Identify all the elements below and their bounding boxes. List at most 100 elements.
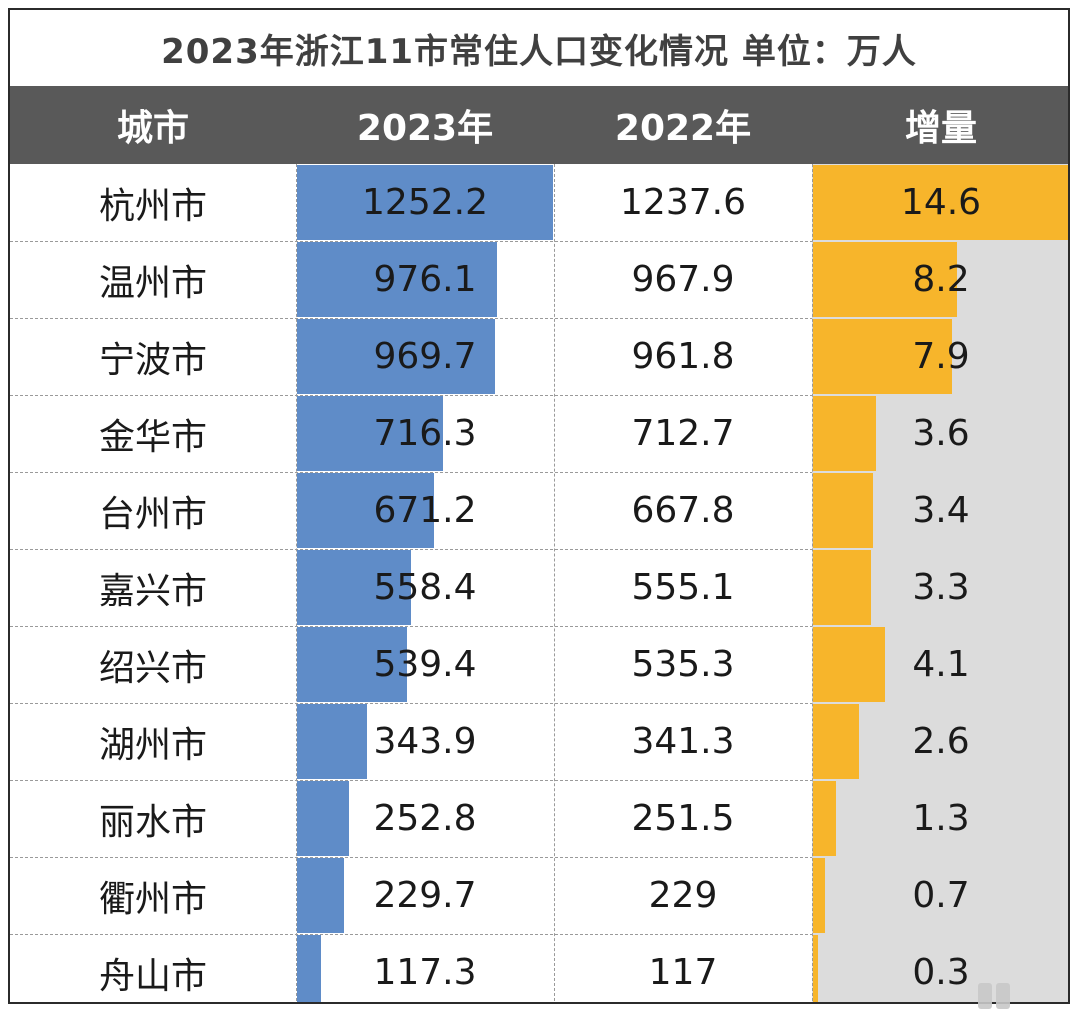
- cell-increase: 8.2: [912, 259, 970, 300]
- cell-2023: 117.3: [373, 952, 477, 993]
- cell-2023: 1252.2: [362, 182, 488, 223]
- row-divider: [10, 549, 1068, 550]
- cell-2023: 343.9: [373, 721, 477, 762]
- bar-increase: [813, 935, 818, 1002]
- table-row: 杭州市 1252.2 1237.6 14.6: [10, 164, 1068, 241]
- table-frame: 2023年浙江11市常住人口变化情况 单位：万人 城市 2023年 2022年 …: [8, 8, 1070, 1004]
- row-divider: [10, 934, 1068, 935]
- bar-2023: [297, 473, 434, 548]
- cell-2023: 229.7: [373, 875, 477, 916]
- cell-city: 嘉兴市: [98, 570, 207, 612]
- cell-increase: 7.9: [912, 336, 970, 377]
- bar-increase: [813, 165, 1068, 240]
- table-row: 舟山市 117.3 117 0.3: [10, 934, 1068, 1002]
- header-increase: 增量: [904, 108, 977, 149]
- cell-city: 绍兴市: [98, 647, 207, 689]
- cell-2022: 341.3: [631, 721, 735, 762]
- bar-increase: [813, 396, 876, 471]
- increase-track: [812, 857, 1068, 934]
- table-row: 绍兴市 539.4 535.3 4.1: [10, 626, 1068, 703]
- row-divider: [10, 395, 1068, 396]
- cell-2023: 976.1: [373, 259, 477, 300]
- bar-increase: [813, 473, 873, 548]
- cell-city: 台州市: [98, 493, 207, 535]
- row-divider: [10, 318, 1068, 319]
- bar-2023: [297, 704, 367, 779]
- bar-2023: [297, 550, 411, 625]
- cell-2023: 252.8: [373, 798, 477, 839]
- cell-city: 宁波市: [98, 339, 207, 381]
- bar-increase: [813, 242, 957, 317]
- table-row: 衢州市 229.7 229 0.7: [10, 857, 1068, 934]
- table-row: 嘉兴市 558.4 555.1 3.3: [10, 549, 1068, 626]
- bar-2023: [297, 858, 344, 933]
- cell-2023: 539.4: [373, 644, 477, 685]
- table-row: 台州市 671.2 667.8 3.4: [10, 472, 1068, 549]
- row-divider: [10, 472, 1068, 473]
- cell-2022: 712.7: [631, 413, 735, 454]
- table-row: 丽水市 252.8 251.5 1.3: [10, 780, 1068, 857]
- cell-2023: 671.2: [373, 490, 477, 531]
- bar-2023: [297, 396, 443, 471]
- bar-increase: [813, 781, 836, 856]
- cell-city: 丽水市: [98, 801, 207, 843]
- cell-2022: 555.1: [631, 567, 735, 608]
- row-divider: [10, 857, 1068, 858]
- column-divider: [554, 164, 555, 1002]
- column-divider: [812, 164, 813, 1002]
- cell-city: 衢州市: [98, 878, 207, 920]
- cell-increase: 3.4: [912, 490, 970, 531]
- cell-2023: 716.3: [373, 413, 477, 454]
- table-row: 温州市 976.1 967.9 8.2: [10, 241, 1068, 318]
- cell-increase: 2.6: [912, 721, 970, 762]
- cell-city: 舟山市: [98, 955, 207, 997]
- cell-2022: 961.8: [631, 336, 735, 377]
- bar-increase: [813, 319, 952, 394]
- bar-increase: [813, 858, 825, 933]
- cell-2022: 117: [648, 952, 718, 993]
- table-row: 宁波市 969.7 961.8 7.9: [10, 318, 1068, 395]
- cell-city: 杭州市: [98, 185, 207, 227]
- cell-increase: 1.3: [912, 798, 970, 839]
- cell-2023: 969.7: [373, 336, 477, 377]
- row-divider: [10, 626, 1068, 627]
- cell-increase: 3.3: [912, 567, 970, 608]
- bar-2023: [297, 781, 349, 856]
- bar-increase: [813, 627, 885, 702]
- header-2022: 2022年: [614, 108, 752, 149]
- row-divider: [10, 780, 1068, 781]
- cell-2022: 667.8: [631, 490, 735, 531]
- watermark-mark: [996, 983, 1010, 1009]
- cell-increase: 0.7: [912, 875, 970, 916]
- cell-increase: 14.6: [900, 182, 982, 223]
- cell-increase: 3.6: [912, 413, 970, 454]
- cell-city: 湖州市: [98, 724, 207, 766]
- cell-2022: 1237.6: [620, 182, 746, 223]
- watermark: [978, 983, 1010, 1009]
- cell-increase: 0.3: [912, 952, 970, 993]
- table-row: 金华市 716.3 712.7 3.6: [10, 395, 1068, 472]
- row-divider: [10, 703, 1068, 704]
- cell-city: 金华市: [98, 416, 207, 458]
- cell-2022: 251.5: [631, 798, 735, 839]
- increase-track: [812, 934, 1068, 1002]
- cell-2022: 229: [648, 875, 718, 916]
- column-divider: [296, 164, 297, 1002]
- bar-2023: [297, 165, 553, 240]
- header-2023: 2023年: [356, 108, 494, 149]
- bar-2023: [297, 627, 407, 702]
- bar-2023: [297, 319, 495, 394]
- cell-2023: 558.4: [373, 567, 477, 608]
- bar-2023: [297, 935, 321, 1002]
- watermark-mark: [978, 983, 992, 1009]
- table-row: 湖州市 343.9 341.3 2.6: [10, 703, 1068, 780]
- increase-track: [812, 780, 1068, 857]
- bar-increase: [813, 550, 871, 625]
- header-city: 城市: [116, 108, 189, 149]
- row-divider: [10, 241, 1068, 242]
- chart-title: 2023年浙江11市常住人口变化情况 单位：万人: [161, 31, 917, 72]
- bar-2023: [297, 242, 497, 317]
- cell-increase: 4.1: [912, 644, 970, 685]
- table-header: 城市 2023年 2022年 增量: [10, 86, 1068, 164]
- cell-2022: 535.3: [631, 644, 735, 685]
